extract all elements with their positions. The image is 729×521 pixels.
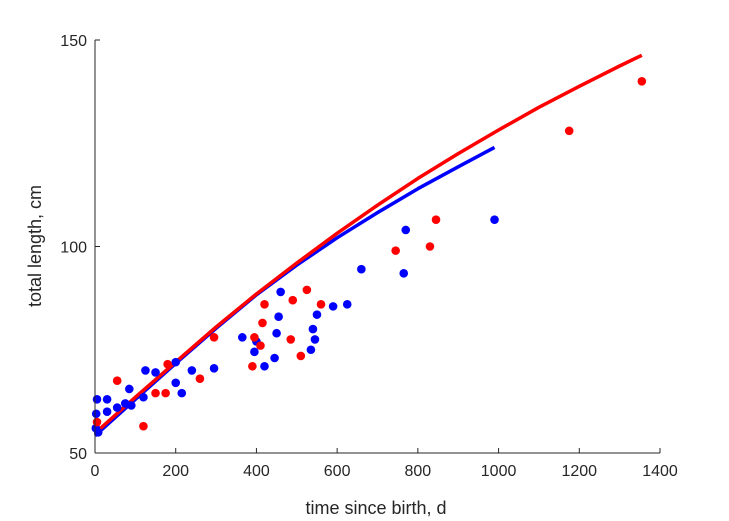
data-point [270,353,279,363]
data-point [310,335,320,344]
data-point [288,295,298,305]
data-point [91,409,101,419]
y-tick-label: 100 [60,240,87,257]
data-point [151,368,160,377]
data-point [272,328,281,338]
data-point [141,366,150,375]
data-point [187,366,197,375]
data-point [328,302,338,311]
data-point [139,392,148,402]
data-point [102,407,112,417]
x-tick-label: 200 [162,463,189,480]
x-tick-label: 1000 [481,463,517,480]
data-point [306,345,316,355]
x-tick-label: 800 [405,463,432,480]
data-point [171,357,181,367]
data-point [250,333,259,342]
data-point [431,215,441,224]
data-point [112,376,122,386]
data-point [391,246,400,255]
plot-area [91,53,647,438]
y-tick-label: 50 [69,446,87,463]
data-point [125,384,134,394]
data-point [92,395,102,404]
x-tick-label: 0 [91,463,100,480]
data-point [316,300,326,309]
data-point [425,242,435,251]
data-point [112,403,122,412]
data-point [93,428,103,437]
data-point [308,324,318,334]
data-point [399,269,409,278]
data-point [250,347,259,357]
data-point [151,388,160,398]
series-line [93,53,643,435]
data-point [163,359,172,369]
data-point [302,285,312,295]
data-point [161,388,170,398]
data-point [342,300,352,309]
x-tick-label: 600 [324,463,351,480]
y-axis-label: total length, cm [25,185,45,307]
data-point [401,225,411,235]
data-point [258,318,267,328]
data-point [248,361,257,371]
data-point [274,312,283,322]
x-tick-label: 1400 [642,463,678,480]
data-point [209,364,219,373]
data-point [195,374,205,383]
axes: 0 200 400 600 800 1000 1200 1400 50 100 150 [60,33,678,480]
data-point [171,378,181,388]
data-point [238,333,247,342]
data-point [276,287,285,297]
data-point [260,300,269,309]
data-point [139,421,148,431]
y-tick-label: 150 [60,33,87,50]
data-point [127,401,136,410]
data-point [357,264,366,274]
data-point [256,341,265,350]
data-point [637,77,647,86]
x-tick-label: 400 [243,463,270,480]
data-point [286,335,296,344]
data-point [296,351,306,361]
data-point [260,361,269,371]
data-point [312,310,322,319]
data-point [490,215,499,224]
data-point [102,395,112,404]
data-point [209,333,219,342]
x-tick-label: 1200 [561,463,597,480]
data-point [564,126,574,136]
x-axis-label: time since birth, d [305,498,446,518]
data-point [92,417,102,427]
data-point [177,388,187,398]
